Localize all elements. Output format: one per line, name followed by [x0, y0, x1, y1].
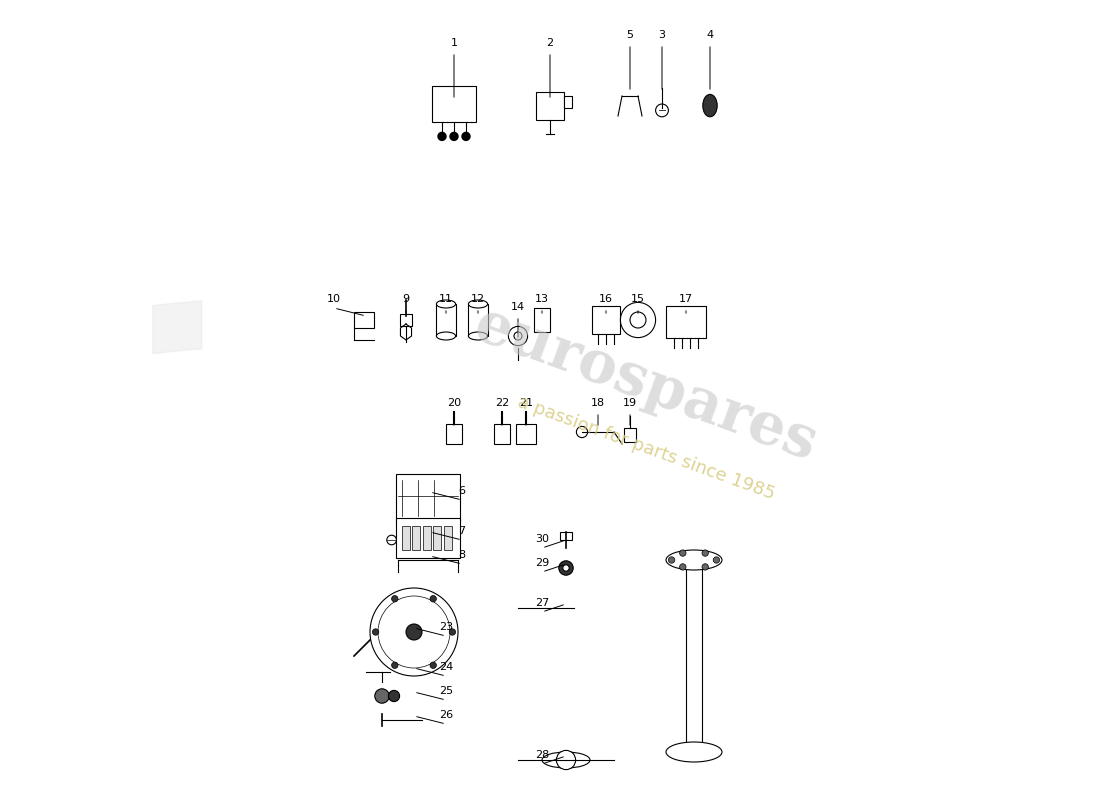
Text: 17: 17: [679, 294, 693, 304]
Circle shape: [680, 564, 686, 570]
Circle shape: [620, 302, 656, 338]
Circle shape: [370, 588, 458, 676]
Circle shape: [656, 104, 669, 117]
Text: 23: 23: [439, 622, 453, 632]
Text: 9: 9: [403, 294, 409, 304]
Circle shape: [373, 629, 378, 635]
Text: 2: 2: [547, 38, 553, 48]
Circle shape: [406, 624, 422, 640]
Bar: [560, 532, 572, 540]
Circle shape: [375, 689, 389, 703]
Text: 13: 13: [535, 294, 549, 304]
Ellipse shape: [469, 332, 487, 340]
Circle shape: [449, 629, 455, 635]
Text: 6: 6: [459, 486, 465, 496]
Circle shape: [378, 596, 450, 668]
Circle shape: [669, 557, 674, 563]
Ellipse shape: [437, 332, 455, 340]
Text: 22: 22: [495, 398, 509, 408]
Text: 1: 1: [451, 38, 458, 48]
Text: 29: 29: [535, 558, 549, 568]
Bar: [399, 314, 412, 326]
Text: 18: 18: [591, 398, 605, 408]
Circle shape: [557, 750, 575, 770]
Circle shape: [392, 662, 398, 669]
Bar: [433, 526, 441, 550]
Text: 25: 25: [439, 686, 453, 696]
Circle shape: [630, 312, 646, 328]
Bar: [412, 526, 420, 550]
Text: eurospares: eurospares: [466, 296, 825, 472]
Text: 7: 7: [459, 526, 465, 536]
Text: 3: 3: [659, 30, 666, 40]
Text: 4: 4: [706, 30, 714, 40]
Circle shape: [430, 595, 437, 602]
Text: 24: 24: [439, 662, 453, 672]
Bar: [469, 304, 487, 336]
Circle shape: [514, 332, 522, 340]
Circle shape: [392, 595, 398, 602]
Text: 20: 20: [447, 398, 461, 408]
Bar: [534, 308, 550, 332]
Text: a passion for parts since 1985: a passion for parts since 1985: [515, 393, 778, 503]
Text: 12: 12: [471, 294, 485, 304]
Text: 19: 19: [623, 398, 637, 408]
Text: 16: 16: [600, 294, 613, 304]
Text: 28: 28: [535, 750, 549, 760]
Bar: [666, 306, 706, 338]
Bar: [354, 312, 374, 328]
Bar: [443, 526, 452, 550]
Bar: [564, 96, 572, 108]
Text: 15: 15: [631, 294, 645, 304]
Bar: [494, 424, 510, 444]
Circle shape: [680, 550, 686, 556]
FancyBboxPatch shape: [432, 86, 476, 122]
Text: 26: 26: [439, 710, 453, 720]
FancyBboxPatch shape: [396, 518, 460, 558]
Bar: [686, 560, 702, 752]
Circle shape: [508, 326, 528, 346]
Circle shape: [430, 662, 437, 669]
Text: 21: 21: [519, 398, 534, 408]
Ellipse shape: [437, 300, 455, 308]
Circle shape: [713, 557, 719, 563]
Circle shape: [702, 550, 708, 556]
Ellipse shape: [542, 752, 590, 768]
Circle shape: [462, 132, 470, 141]
Bar: [536, 92, 564, 120]
Circle shape: [387, 535, 396, 545]
Bar: [592, 306, 620, 334]
Circle shape: [559, 561, 573, 575]
Bar: [422, 526, 431, 550]
Circle shape: [438, 132, 446, 141]
Ellipse shape: [703, 94, 717, 117]
Circle shape: [563, 565, 569, 571]
Text: 30: 30: [535, 534, 549, 544]
Bar: [437, 304, 455, 336]
Circle shape: [388, 690, 399, 702]
Circle shape: [450, 132, 458, 141]
Text: 27: 27: [535, 598, 549, 608]
Ellipse shape: [666, 742, 722, 762]
Text: 10: 10: [327, 294, 341, 304]
Bar: [446, 424, 462, 444]
Text: 11: 11: [439, 294, 453, 304]
Circle shape: [576, 426, 587, 438]
Ellipse shape: [469, 300, 487, 308]
Text: 8: 8: [459, 550, 465, 560]
Bar: [625, 428, 636, 442]
Bar: [516, 424, 536, 444]
Text: 14: 14: [510, 302, 525, 312]
Ellipse shape: [666, 550, 722, 570]
Bar: [402, 526, 410, 550]
Text: 5: 5: [627, 30, 634, 40]
FancyBboxPatch shape: [396, 474, 460, 522]
Circle shape: [702, 564, 708, 570]
